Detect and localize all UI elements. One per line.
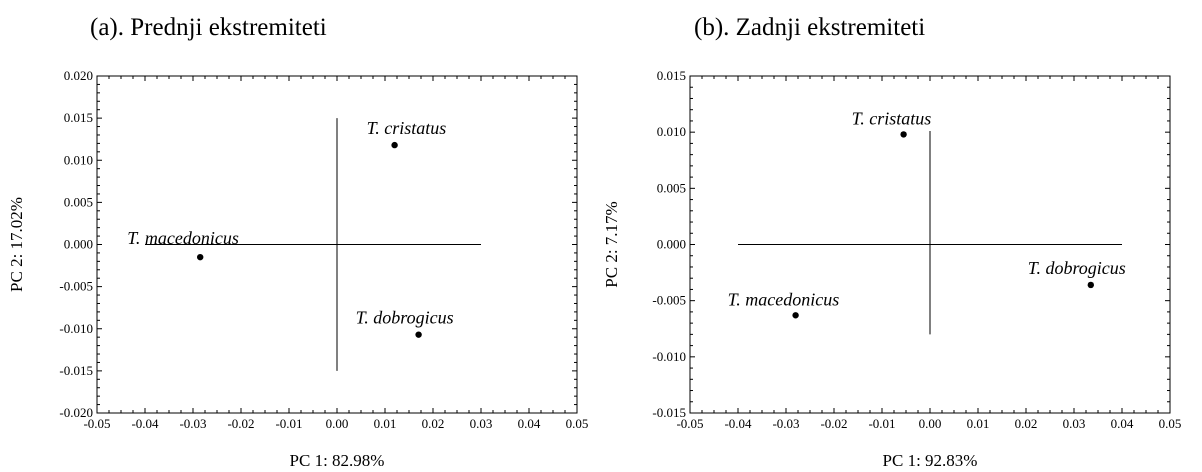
panel-b-point-label: T. cristatus xyxy=(852,108,932,128)
panel-b-y-tick-label: 0.010 xyxy=(657,124,686,139)
panel-b-x-tick-label: -0.05 xyxy=(676,416,703,431)
panel-b-point-label: T. macedonicus xyxy=(728,289,840,309)
panel-b-y-tick-label: 0.000 xyxy=(657,237,686,252)
panel-b-y-tick-label: 0.005 xyxy=(657,180,686,195)
panel-b-x-tick-label: 0.03 xyxy=(1063,416,1086,431)
panel-a-x-tick-label: 0.01 xyxy=(374,416,397,431)
panel-b-x-tick-label: -0.01 xyxy=(868,416,895,431)
panel-b-y-axis-title: PC 2: 7.17% xyxy=(602,201,621,287)
panel-b-point-tmacedonicus xyxy=(792,312,799,319)
panel-a-y-tick-label: -0.005 xyxy=(59,279,93,294)
panel-a-point-label: T. dobrogicus xyxy=(356,308,454,328)
panel-b-y-tick-label: -0.005 xyxy=(652,293,686,308)
panel-b-x-tick-label: 0.01 xyxy=(967,416,990,431)
panel-a-y-tick-label: 0.010 xyxy=(64,152,93,167)
panel-a-x-tick-label: 0.00 xyxy=(326,416,349,431)
panel-b-x-tick-label: -0.02 xyxy=(820,416,847,431)
panel-b-x-tick-label: -0.03 xyxy=(772,416,799,431)
panel-a-y-tick-label: 0.015 xyxy=(64,110,93,125)
panel-a-y-tick-label: -0.020 xyxy=(59,405,93,420)
panel-title-b: (b). Zadnji ekstremiteti xyxy=(694,14,926,41)
panel-a-point-tdobrogicus xyxy=(415,331,422,338)
panel-a-y-tick-label: 0.000 xyxy=(64,237,93,252)
panel-a-x-tick-label: 0.03 xyxy=(470,416,493,431)
panel-b-point-label: T. dobrogicus xyxy=(1028,258,1126,278)
panel-b-x-tick-label: 0.05 xyxy=(1159,416,1182,431)
panel-a-x-tick-label: -0.02 xyxy=(227,416,254,431)
panel-b-point-tcristatus xyxy=(900,131,907,138)
panel-a-y-tick-label: 0.020 xyxy=(64,68,93,83)
panel-b-x-tick-label: 0.02 xyxy=(1015,416,1038,431)
panel-a-y-tick-label: -0.010 xyxy=(59,321,93,336)
panel-b-x-tick-label: 0.04 xyxy=(1111,416,1134,431)
panel-b-y-tick-label: -0.015 xyxy=(652,405,686,420)
panel-a-x-tick-label: 0.04 xyxy=(518,416,541,431)
panel-a-x-tick-label: 0.05 xyxy=(566,416,589,431)
panel-b-x-tick-label: -0.04 xyxy=(724,416,752,431)
panel-a-point-label: T. cristatus xyxy=(367,118,447,138)
panel-a-y-tick-label: 0.005 xyxy=(64,194,93,209)
panel-a-point-tcristatus xyxy=(391,141,398,149)
panel-a-y-tick-label: -0.015 xyxy=(59,363,93,378)
panel-a-y-axis-title: PC 2: 17.02% xyxy=(7,197,26,292)
panel-a-x-tick-label: -0.05 xyxy=(83,416,110,431)
panel-a-x-tick-label: -0.01 xyxy=(275,416,302,431)
panel-a-point-tmacedonicus xyxy=(197,253,204,261)
panel-a-x-axis-title: PC 1: 82.98% xyxy=(290,451,385,470)
panel-b-x-tick-label: 0.00 xyxy=(919,416,942,431)
panel-b-y-tick-label: -0.010 xyxy=(652,349,686,364)
panel-title-a: (a). Prednji ekstremiteti xyxy=(90,14,327,41)
panel-a-point-label: T. macedonicus xyxy=(127,228,239,248)
panel-a-x-tick-label: -0.03 xyxy=(179,416,206,431)
panel-a-x-tick-label: 0.02 xyxy=(422,416,445,431)
panel-b-point-tdobrogicus xyxy=(1087,281,1095,289)
panel-b-y-tick-label: 0.015 xyxy=(657,68,686,83)
panel-a-x-tick-label: -0.04 xyxy=(131,416,159,431)
panel-b-x-axis-title: PC 1: 92.83% xyxy=(883,451,978,470)
